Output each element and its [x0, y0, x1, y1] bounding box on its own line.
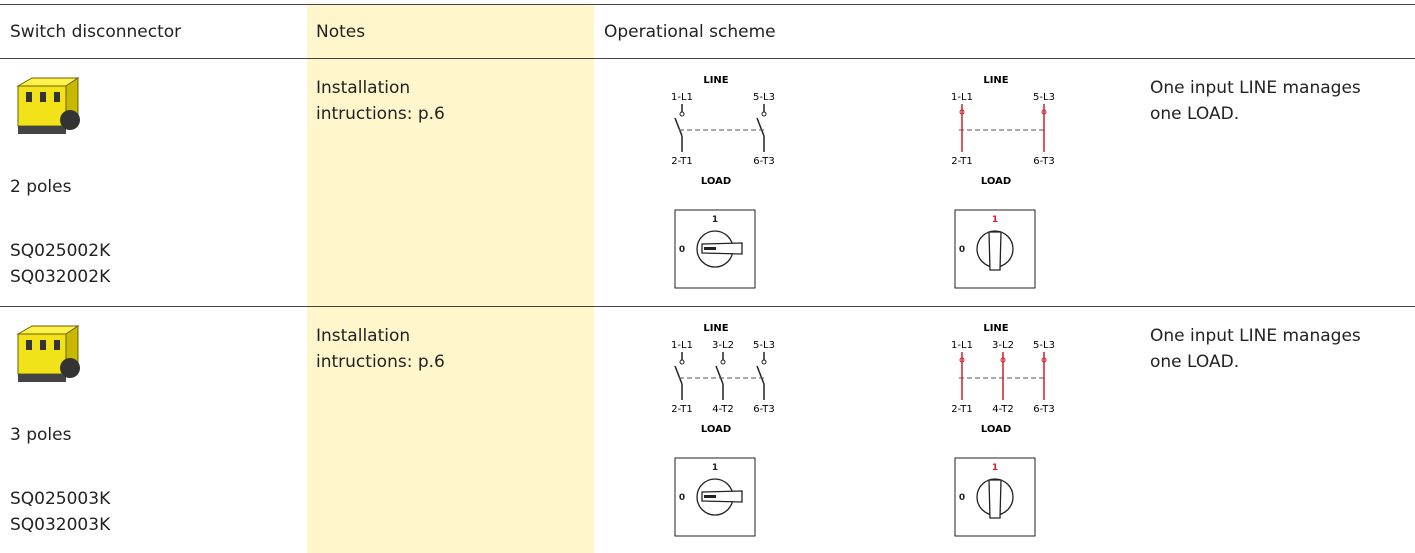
selector-pointer: [704, 247, 716, 250]
position-label: 1: [992, 463, 998, 473]
product-code: SQ032003K: [10, 515, 111, 535]
contact-blade: [674, 117, 683, 137]
scheme-line-label: LINE: [703, 323, 728, 334]
notes: Installation intructions: p.6: [316, 78, 445, 124]
column-header: Notes: [316, 22, 366, 42]
terminal-in-label: 5-L3: [1033, 92, 1055, 103]
scheme-load-label: LOAD: [981, 176, 1011, 187]
product-slot: [26, 92, 32, 102]
terminal-in-label: 1-L1: [951, 340, 973, 351]
contact-point: [1000, 357, 1006, 363]
terminal-in-label: 5-L3: [753, 340, 775, 351]
terminal-in-label: 3-L2: [992, 340, 1014, 351]
terminal-out-label: 4-T2: [992, 404, 1014, 415]
selector-handle: [701, 490, 743, 503]
contact-blade: [715, 365, 724, 385]
notes-column-background: [307, 4, 594, 553]
terminal-in-label: 1-L1: [951, 92, 973, 103]
terminal-in-label: 5-L3: [753, 92, 775, 103]
contact-point: [679, 359, 685, 365]
product-slot: [54, 340, 60, 350]
scheme-load-label: LOAD: [701, 424, 731, 435]
product-base: [18, 126, 66, 134]
product-slot: [26, 340, 32, 350]
terminal-out-label: 2-T1: [671, 156, 693, 167]
terminal-out-label: 6-T3: [1033, 404, 1055, 415]
contact-point: [1041, 357, 1047, 363]
terminal-out-label: 4-T2: [712, 404, 734, 415]
product-base: [18, 374, 66, 382]
selector-pointer: [704, 495, 716, 498]
contact-blade: [674, 365, 683, 385]
contact-point: [959, 109, 965, 115]
graphic: [16, 325, 80, 382]
pole-count: 2 poles: [10, 177, 72, 197]
product-code: SQ025003K: [10, 489, 111, 509]
position-label: 1: [992, 215, 998, 225]
scheme-line-label: LINE: [983, 75, 1008, 86]
product-knob: [60, 110, 80, 130]
product-slot: [40, 92, 46, 102]
column-header: Switch disconnector: [10, 22, 182, 42]
header-rule: [0, 58, 1415, 59]
row-rule: [0, 306, 1415, 307]
position-label: 0: [959, 493, 965, 503]
contact-point: [761, 359, 767, 365]
contact-blade: [756, 117, 765, 137]
description: One input LINE manages one LOAD.: [1150, 326, 1361, 372]
notes: Installation intructions: p.6: [316, 326, 445, 372]
product-code: SQ032002K: [10, 267, 111, 287]
terminal-in-label: 5-L3: [1033, 340, 1055, 351]
terminal-in-label: 3-L2: [712, 340, 734, 351]
product-slot: [54, 92, 60, 102]
selector-handle: [701, 242, 743, 255]
graphic: LINE LOAD 1-L1 2-T1 5-L3 6-T3 1 0 LINE LOAD 1-L1 2-…: [671, 75, 1055, 289]
contact-blade: [756, 365, 765, 385]
product-knob: [60, 358, 80, 378]
scheme-load-label: LOAD: [981, 424, 1011, 435]
position-label: 0: [679, 493, 685, 503]
contact-point: [959, 357, 965, 363]
position-label: 0: [679, 245, 685, 255]
position-label: 0: [959, 245, 965, 255]
terminal-in-label: 1-L1: [671, 92, 693, 103]
terminal-out-label: 2-T1: [671, 404, 693, 415]
scheme-line-label: LINE: [983, 323, 1008, 334]
terminal-out-label: 6-T3: [753, 404, 775, 415]
terminal-out-label: 2-T1: [951, 156, 973, 167]
description: One input LINE manages one LOAD.: [1150, 78, 1361, 124]
contact-point: [761, 111, 767, 117]
terminal-out-label: 6-T3: [753, 156, 775, 167]
contact-point: [1041, 109, 1047, 115]
contact-point: [679, 111, 685, 117]
selector-handle: [988, 479, 1002, 519]
position-label: 1: [712, 463, 718, 473]
terminal-in-label: 1-L1: [671, 340, 693, 351]
scheme-line-label: LINE: [703, 75, 728, 86]
top-rule: [0, 4, 1415, 5]
contact-point: [720, 359, 726, 365]
product-slot: [40, 340, 46, 350]
terminal-out-label: 6-T3: [1033, 156, 1055, 167]
column-header: Operational scheme: [604, 22, 776, 42]
pole-count: 3 poles: [10, 425, 72, 445]
position-label: 1: [712, 215, 718, 225]
scheme-load-label: LOAD: [701, 176, 731, 187]
product-code: SQ025002K: [10, 241, 111, 261]
graphic: LINE LOAD 1-L1 2-T1 3-L2 4-T2 5-L3 6-T3 1 0 LINE LO…: [671, 323, 1055, 537]
selector-handle: [988, 231, 1002, 271]
terminal-out-label: 2-T1: [951, 404, 973, 415]
graphic: [16, 77, 80, 134]
